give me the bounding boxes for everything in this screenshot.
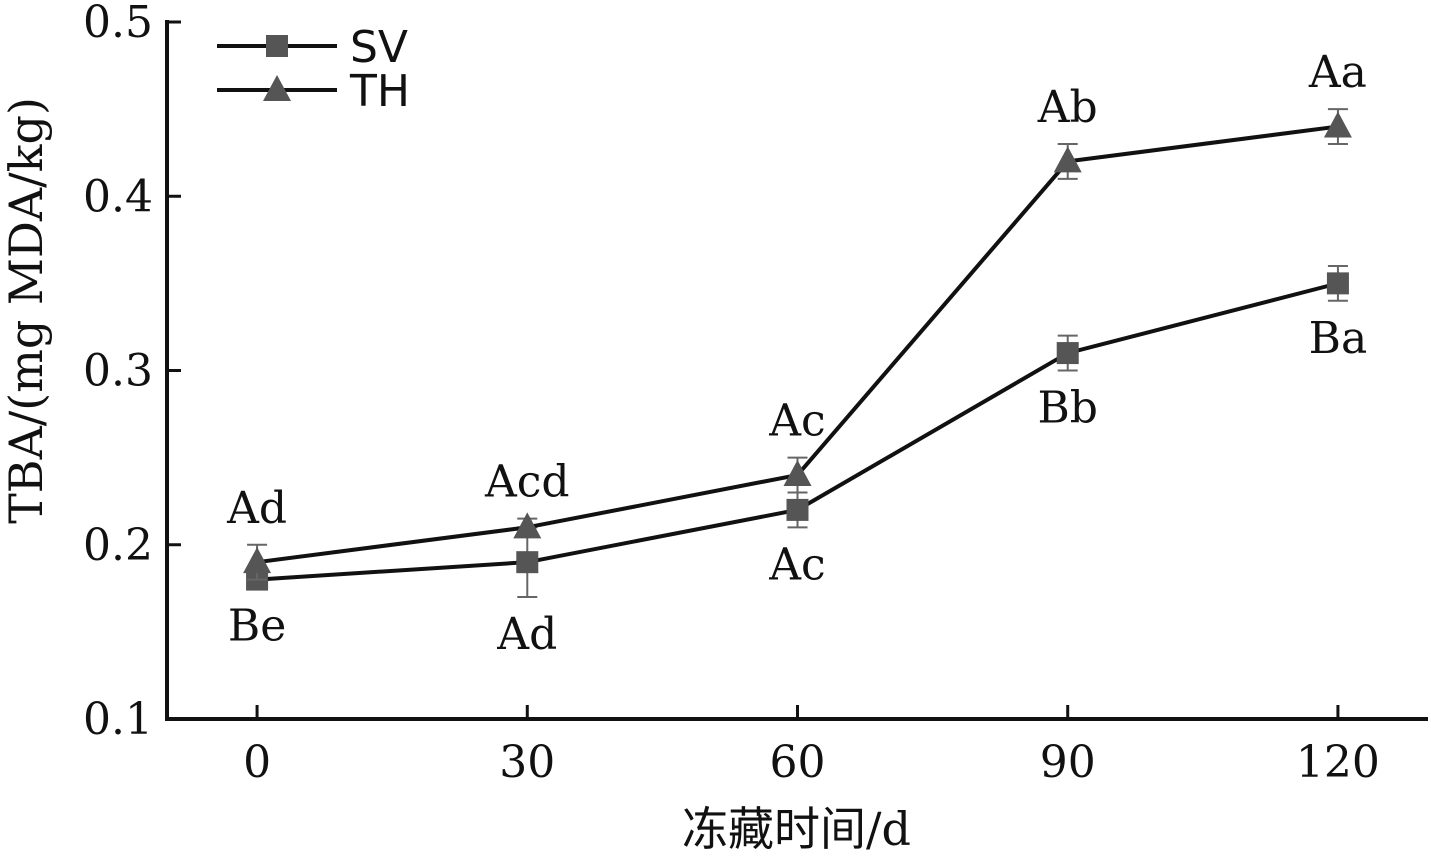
y-ticks: 0.1 0.2 0.3 0.4 0.5 — [83, 0, 181, 745]
series-th: Ad Acd Ac Ab Aa — [226, 47, 1367, 581]
significance-label-sv: Ba — [1309, 313, 1368, 364]
data-point-sv — [516, 551, 539, 574]
x-tick-label: 60 — [770, 737, 826, 788]
legend-label-th: TH — [349, 66, 410, 117]
legend-marker-sv — [266, 35, 288, 57]
significance-label-sv: Ad — [496, 609, 557, 660]
series-sv: Be Ad Ac Bb Ba — [228, 264, 1368, 660]
y-tick-label: 0.2 — [83, 520, 153, 571]
axes: 0.1 0.2 0.3 0.4 0.5 0 30 60 90 120 — [83, 0, 1428, 788]
data-point-th — [1323, 111, 1352, 138]
significance-label-sv: Be — [228, 600, 286, 651]
significance-label-th: Ab — [1037, 82, 1098, 133]
x-tick-label: 90 — [1040, 737, 1096, 788]
y-tick-label: 0.3 — [83, 346, 153, 397]
data-point-sv — [786, 498, 809, 521]
data-point-th — [1053, 146, 1082, 173]
significance-label-th: Aa — [1308, 47, 1367, 98]
data-point-sv — [1326, 272, 1349, 295]
x-tick-label: 0 — [243, 737, 271, 788]
legend-label-sv: SV — [350, 22, 408, 73]
significance-label-th: Acd — [484, 457, 570, 508]
data-point-th — [783, 460, 812, 487]
plot-area: Be Ad Ac Bb Ba Ad Acd Ac Ab Aa — [226, 47, 1367, 660]
x-tick-label: 120 — [1296, 737, 1380, 788]
y-axis-title: TBA/(mg MDA/kg) — [0, 97, 53, 524]
significance-label-sv: Bb — [1037, 383, 1098, 434]
y-tick-label: 0.5 — [83, 0, 153, 48]
x-axis-title: 冻藏时间/d — [682, 802, 911, 856]
x-tick-label: 30 — [499, 737, 555, 788]
data-point-th — [513, 512, 542, 539]
significance-label-th: Ac — [768, 396, 825, 447]
data-point-sv — [1056, 342, 1079, 365]
legend-marker-th — [263, 75, 291, 101]
significance-label-th: Ad — [226, 483, 287, 534]
significance-label-sv: Ac — [768, 539, 825, 590]
data-point-th — [243, 547, 272, 574]
y-tick-label: 0.1 — [83, 694, 153, 745]
y-tick-label: 0.4 — [83, 171, 153, 222]
x-ticks: 0 30 60 90 120 — [243, 705, 1380, 788]
